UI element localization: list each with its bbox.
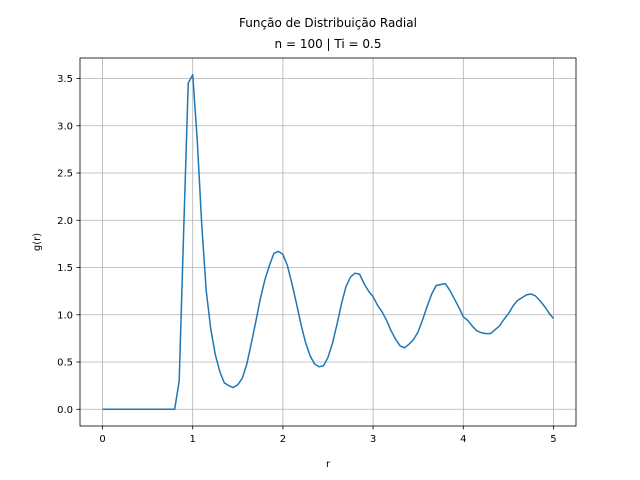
y-tick-label: 2.0 xyxy=(57,216,73,227)
y-tick-label: 2.5 xyxy=(57,169,73,180)
y-tick-label: 1.0 xyxy=(57,310,73,321)
x-tick-label: 3 xyxy=(370,434,376,445)
chart-subtitle: n = 100 | Ti = 0.5 xyxy=(275,37,382,51)
y-tick-label: 1.5 xyxy=(57,263,73,274)
y-tick-label: 0.5 xyxy=(57,358,73,369)
axes-frame xyxy=(79,57,577,427)
x-tick-label: 0 xyxy=(99,434,105,445)
x-tick-label: 4 xyxy=(460,434,466,445)
x-axis-label: r xyxy=(326,459,331,470)
y-tick-label: 0.0 xyxy=(57,405,73,416)
x-tick-label: 1 xyxy=(190,434,196,445)
data-line xyxy=(102,73,555,411)
x-tick-label: 2 xyxy=(280,434,286,445)
y-tick-label: 3.0 xyxy=(57,121,73,132)
chart-title: Função de Distribuição Radial xyxy=(239,16,417,30)
y-axis-label: g(r) xyxy=(32,233,43,251)
x-tick-label: 5 xyxy=(550,434,556,445)
y-tick-label: 3.5 xyxy=(57,74,73,85)
